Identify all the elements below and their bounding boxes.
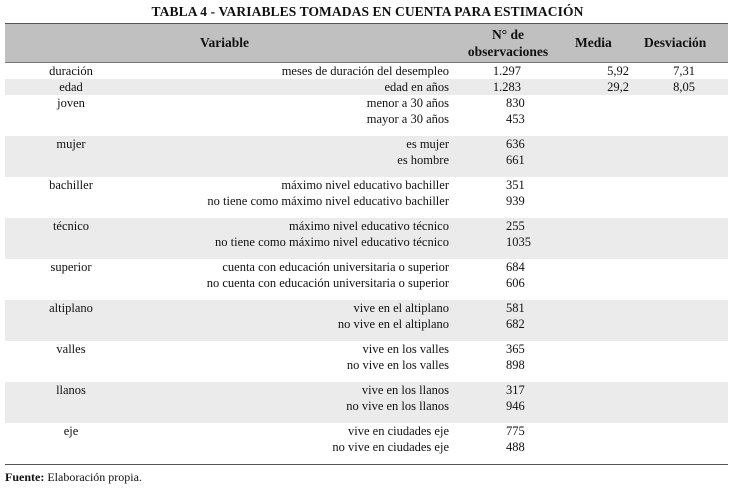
row-name: superior xyxy=(50,260,92,274)
table-row: técnico máximo nivel educativo técnico 2… xyxy=(5,218,728,234)
header-variable: Variable xyxy=(200,35,250,50)
table-row: duración meses de duración del desempleo… xyxy=(5,63,728,79)
row-description: máximo nivel educativo bachiller xyxy=(281,178,449,192)
row-description: menor a 30 años xyxy=(366,96,449,110)
row-observations: 606 xyxy=(506,276,525,290)
group-superior: superior cuenta con educación universita… xyxy=(5,259,728,300)
row-description: cuenta con educación universitaria o sup… xyxy=(222,260,449,274)
group-mujer: mujer es mujer 636 es hombre 661 xyxy=(5,136,728,177)
group-llanos: llanos vive en los llanos 317 no vive en… xyxy=(5,382,728,423)
group-joven: joven menor a 30 años 830 mayor a 30 año… xyxy=(5,95,728,136)
header-observations: N° de observaciones xyxy=(460,26,556,60)
row-name: duración xyxy=(49,64,93,78)
row-description: no tiene como máximo nivel educativo téc… xyxy=(215,235,449,249)
row-observations: 255 xyxy=(506,219,525,233)
group-tecnico: técnico máximo nivel educativo técnico 2… xyxy=(5,218,728,259)
table-row: mujer es mujer 636 xyxy=(5,136,728,152)
row-name: llanos xyxy=(56,383,86,397)
row-description: edad en años xyxy=(384,80,449,94)
table-footer: Fuente: Elaboración propia. xyxy=(5,470,142,485)
table-row: edad edad en años 1.283 29,2 8,05 xyxy=(5,79,728,95)
row-observations: 830 xyxy=(506,96,525,110)
row-observations: 946 xyxy=(506,399,525,413)
header-obs-line1: N° de xyxy=(491,27,525,42)
row-observations: 488 xyxy=(506,440,525,454)
row-observations: 1.283 xyxy=(492,80,521,94)
row-description: vive en el altiplano xyxy=(353,301,449,315)
row-description: mayor a 30 años xyxy=(366,112,449,126)
table-row: no tiene como máximo nivel educativo téc… xyxy=(5,234,728,250)
table-row: eje vive en ciudades eje 775 xyxy=(5,423,728,439)
header-obs-line2: observaciones xyxy=(467,44,549,59)
row-name: mujer xyxy=(56,137,86,151)
row-description: no cuenta con educación universitaria o … xyxy=(206,276,449,290)
row-name: eje xyxy=(63,424,79,438)
footer-text: Elaboración propia. xyxy=(47,470,142,484)
row-observations: 682 xyxy=(506,317,525,331)
table-row: joven menor a 30 años 830 xyxy=(5,95,728,111)
row-observations: 581 xyxy=(506,301,525,315)
row-observations: 365 xyxy=(506,342,525,356)
row-desviacion: 8,05 xyxy=(673,80,695,94)
variables-table: Variable N° de observaciones Media Desvi… xyxy=(5,23,728,465)
row-name: técnico xyxy=(52,219,90,233)
table-row: altiplano vive en el altiplano 581 xyxy=(5,300,728,316)
row-name: valles xyxy=(56,342,86,356)
row-description: no vive en ciudades eje xyxy=(332,440,449,454)
table-row: bachiller máximo nivel educativo bachill… xyxy=(5,177,728,193)
row-media: 29,2 xyxy=(607,80,629,94)
row-description: es hombre xyxy=(397,153,449,167)
table-row: es hombre 661 xyxy=(5,152,728,168)
row-description: máximo nivel educativo técnico xyxy=(288,219,449,233)
row-description: vive en ciudades eje xyxy=(348,424,449,438)
row-media: 5,92 xyxy=(607,64,629,78)
row-observations: 1035 xyxy=(506,235,531,249)
row-description: vive en los llanos xyxy=(361,383,449,397)
row-observations: 636 xyxy=(506,137,525,151)
row-name: bachiller xyxy=(49,178,93,192)
row-description: no vive en los llanos xyxy=(346,399,449,413)
group-eje: eje vive en ciudades eje 775 no vive en … xyxy=(5,423,728,464)
row-observations: 317 xyxy=(506,383,525,397)
table-row: no tiene como máximo nivel educativo bac… xyxy=(5,193,728,209)
group-duracion-edad: duración meses de duración del desempleo… xyxy=(5,63,728,95)
row-name: altiplano xyxy=(49,301,93,315)
group-valles: valles vive en los valles 365 no vive en… xyxy=(5,341,728,382)
footer-label: Fuente: xyxy=(5,470,45,484)
row-description: no vive en los valles xyxy=(346,358,449,372)
row-description: no vive en el altiplano xyxy=(337,317,449,331)
table-row: valles vive en los valles 365 xyxy=(5,341,728,357)
row-observations: 775 xyxy=(506,424,525,438)
row-observations: 684 xyxy=(506,260,525,274)
row-description: meses de duración del desempleo xyxy=(281,64,449,78)
row-observations: 939 xyxy=(506,194,525,208)
row-observations: 898 xyxy=(506,358,525,372)
table-header: Variable N° de observaciones Media Desvi… xyxy=(5,24,728,63)
table-title: TABLA 4 - VARIABLES TOMADAS EN CUENTA PA… xyxy=(151,4,584,19)
row-observations: 661 xyxy=(506,153,525,167)
row-description: es mujer xyxy=(406,137,449,151)
table-row: no vive en los valles 898 xyxy=(5,357,728,373)
table-row: mayor a 30 años 453 xyxy=(5,111,728,127)
row-name: joven xyxy=(57,96,85,110)
table-row: no cuenta con educación universitaria o … xyxy=(5,275,728,291)
row-description: no tiene como máximo nivel educativo bac… xyxy=(207,194,449,208)
row-description: vive en los valles xyxy=(362,342,449,356)
table-row: no vive en los llanos 946 xyxy=(5,398,728,414)
header-desviacion: Desviación xyxy=(644,35,707,50)
row-name: edad xyxy=(59,80,83,94)
row-observations: 453 xyxy=(506,112,525,126)
header-media: Media xyxy=(575,35,612,50)
table-row: llanos vive en los llanos 317 xyxy=(5,382,728,398)
row-observations: 1.297 xyxy=(492,64,521,78)
table-row: no vive en ciudades eje 488 xyxy=(5,439,728,455)
table-row: superior cuenta con educación universita… xyxy=(5,259,728,275)
group-altiplano: altiplano vive en el altiplano 581 no vi… xyxy=(5,300,728,341)
row-desviacion: 7,31 xyxy=(673,64,695,78)
row-observations: 351 xyxy=(506,178,525,192)
group-bachiller: bachiller máximo nivel educativo bachill… xyxy=(5,177,728,218)
table-row: no vive en el altiplano 682 xyxy=(5,316,728,332)
